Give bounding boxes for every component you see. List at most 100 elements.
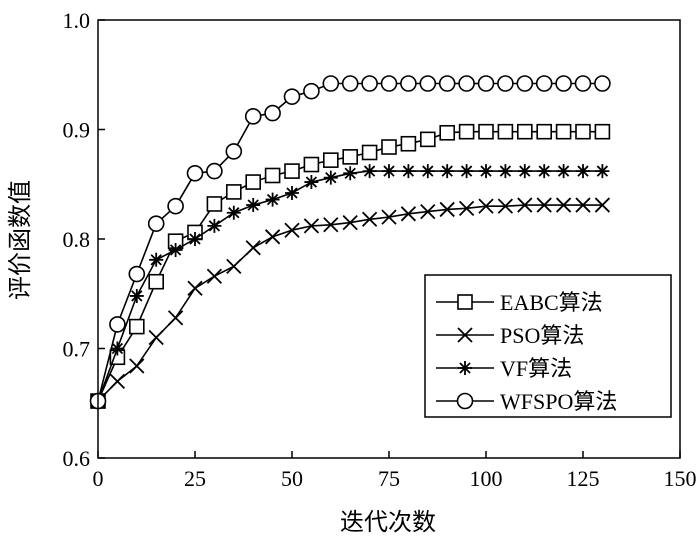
data-point — [595, 164, 610, 179]
data-point — [478, 198, 494, 214]
data-point — [537, 164, 552, 179]
series-square — [90, 123, 611, 409]
data-point — [594, 123, 611, 140]
data-point — [109, 316, 126, 333]
data-point — [128, 265, 146, 283]
data-point — [517, 197, 533, 213]
data-point — [575, 197, 591, 213]
data-point — [343, 166, 358, 181]
legend-entry: VF算法 — [436, 356, 572, 381]
legend-marker — [456, 392, 474, 410]
data-point — [264, 229, 281, 245]
data-point — [323, 217, 339, 233]
data-point — [226, 184, 242, 200]
data-point — [575, 123, 591, 140]
data-point — [555, 123, 572, 140]
data-point — [440, 164, 455, 179]
data-point — [477, 75, 495, 92]
y-tick-label: 0.8 — [63, 227, 91, 252]
data-point — [536, 197, 552, 213]
data-point — [226, 205, 241, 220]
y-tick-label: 0.6 — [63, 446, 91, 471]
data-point — [556, 164, 571, 179]
data-point — [479, 164, 493, 179]
data-point — [244, 108, 262, 125]
x-tick-label: 0 — [93, 466, 104, 491]
data-point — [361, 211, 378, 227]
data-point — [401, 164, 416, 179]
data-point — [576, 164, 590, 179]
data-point — [458, 123, 475, 140]
data-point — [458, 75, 475, 92]
data-point — [148, 273, 164, 290]
data-point — [361, 144, 378, 161]
data-point — [187, 280, 203, 296]
data-point — [516, 123, 533, 140]
data-point — [148, 329, 164, 346]
data-point — [380, 75, 398, 92]
data-point — [323, 170, 338, 185]
data-point — [167, 310, 184, 326]
data-point — [555, 75, 572, 92]
data-point — [342, 214, 358, 231]
data-point — [439, 124, 456, 141]
data-point — [497, 123, 514, 140]
data-point — [574, 75, 592, 92]
data-point — [167, 197, 184, 215]
y-tick-label: 0.9 — [63, 118, 91, 143]
data-point — [594, 75, 611, 92]
x-axis-title: 迭代次数 — [340, 509, 436, 536]
x-tick-label: 150 — [664, 466, 697, 491]
data-point — [420, 203, 436, 220]
x-tick-label: 50 — [281, 466, 303, 491]
x-tick-label: 25 — [184, 466, 206, 491]
data-point — [206, 196, 223, 212]
y-tick-label: 0.7 — [63, 337, 91, 362]
data-point — [555, 197, 572, 213]
data-point — [322, 75, 340, 92]
data-point — [245, 240, 261, 256]
data-point — [517, 164, 532, 179]
data-point — [206, 162, 223, 180]
data-point — [303, 218, 320, 234]
x-tick-label: 125 — [567, 466, 600, 491]
legend-entry: EABC算法 — [436, 290, 603, 315]
legend-marker — [458, 361, 472, 375]
data-point — [168, 242, 183, 257]
data-point — [225, 143, 243, 160]
legend-label: WFSPO算法 — [500, 389, 617, 414]
data-point — [303, 156, 320, 173]
data-point — [206, 268, 223, 284]
legend-marker — [457, 294, 473, 310]
legend-label: VF算法 — [500, 356, 572, 381]
data-point — [400, 135, 417, 152]
data-point — [594, 197, 611, 213]
data-point — [400, 206, 417, 222]
data-point — [458, 200, 475, 216]
data-point — [342, 149, 359, 165]
legend-label: EABC算法 — [500, 290, 603, 315]
y-tick-label: 1.0 — [63, 8, 91, 33]
data-point — [226, 258, 242, 275]
data-point — [186, 165, 204, 182]
data-point — [264, 104, 281, 122]
data-point — [129, 358, 145, 374]
data-point — [284, 163, 300, 179]
data-point — [419, 75, 437, 92]
x-tick-label: 100 — [470, 466, 503, 491]
legend-label: PSO算法 — [500, 323, 584, 348]
data-point — [361, 75, 378, 92]
data-point — [341, 75, 359, 92]
data-point — [497, 75, 514, 92]
data-point — [536, 123, 553, 140]
legend: EABC算法 PSO算法 VF算法 WFSPO算法 — [424, 274, 672, 418]
data-point — [498, 164, 513, 179]
data-point — [245, 174, 261, 190]
data-point — [149, 252, 164, 267]
data-point — [516, 75, 534, 92]
data-point — [497, 198, 514, 214]
data-point — [535, 75, 553, 92]
data-point — [129, 318, 145, 335]
data-point — [459, 164, 474, 179]
